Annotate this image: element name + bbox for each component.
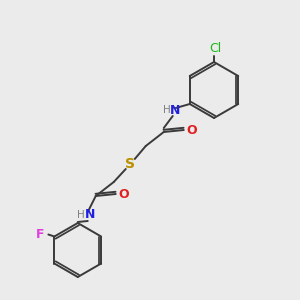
Text: O: O: [118, 188, 129, 200]
Text: H: H: [77, 210, 85, 220]
Text: S: S: [125, 157, 135, 171]
Text: H: H: [163, 105, 171, 115]
Text: N: N: [169, 103, 180, 116]
Text: O: O: [186, 124, 197, 136]
Text: F: F: [36, 228, 45, 241]
Text: Cl: Cl: [209, 43, 221, 56]
Text: N: N: [85, 208, 95, 221]
